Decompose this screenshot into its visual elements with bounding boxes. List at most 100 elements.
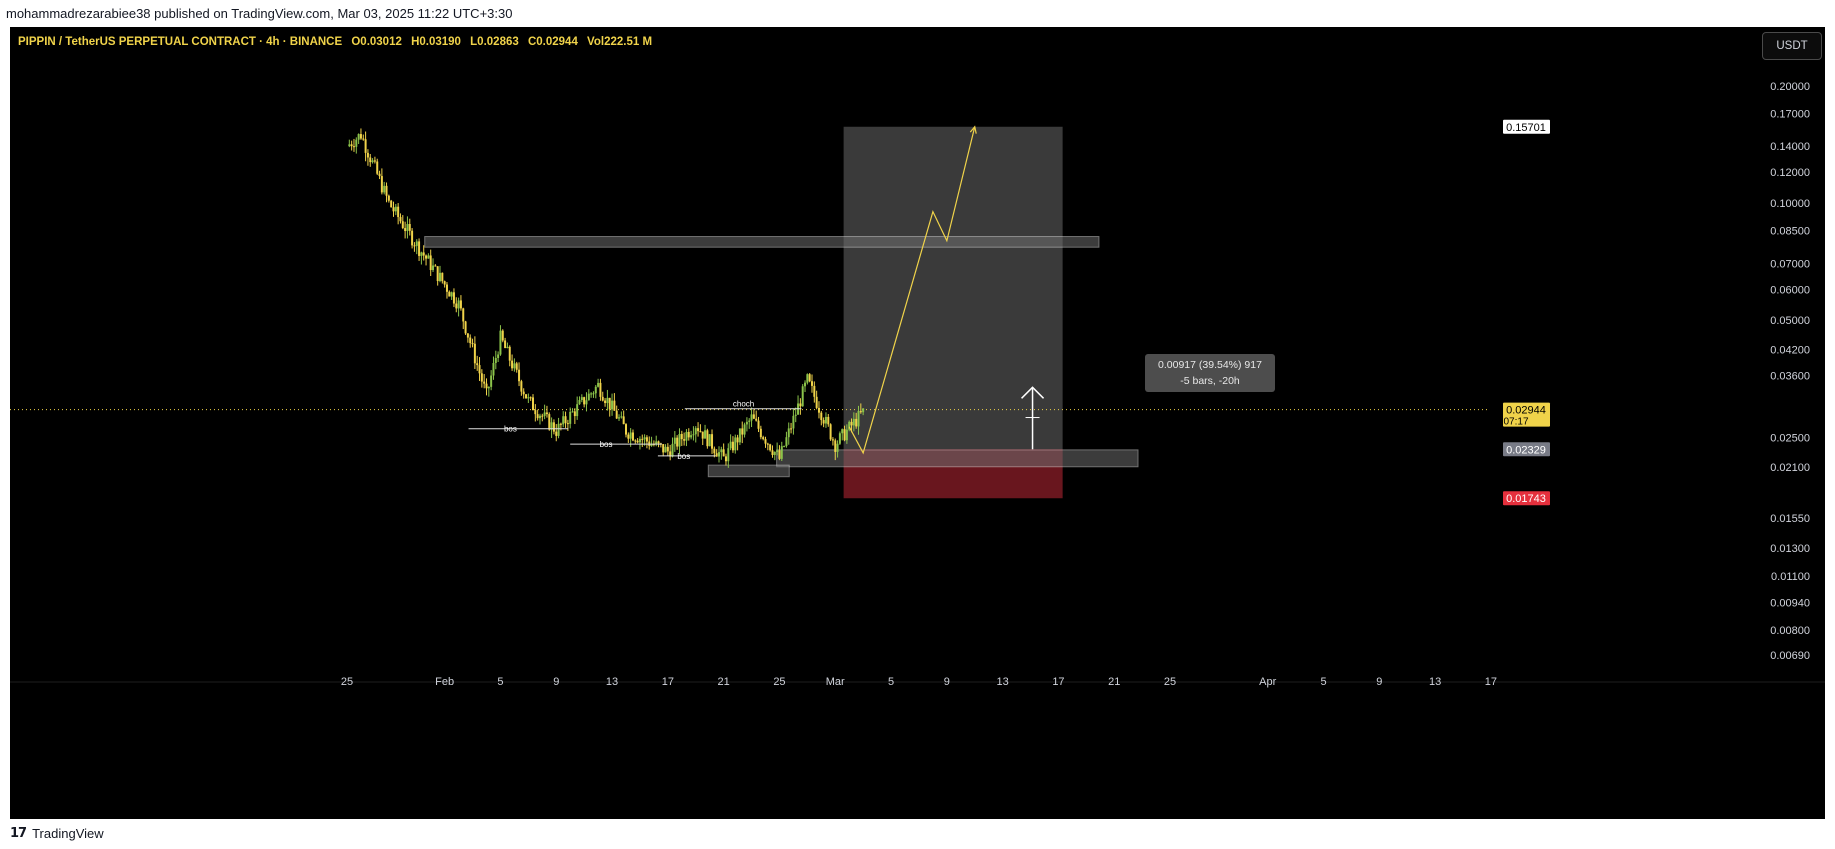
candle-body — [829, 424, 832, 440]
x-tick-label: 21 — [718, 676, 730, 688]
candle-body — [408, 224, 411, 231]
candle-body — [534, 410, 537, 415]
resistance-zone — [424, 236, 1100, 248]
candle-body — [366, 152, 369, 158]
candle-body — [680, 434, 683, 440]
entry-price-tag: 0.02329 — [1503, 442, 1550, 457]
currency-button[interactable]: USDT — [1762, 32, 1822, 60]
candle-body — [678, 434, 681, 447]
candle-body — [550, 422, 553, 430]
candle-body — [480, 373, 483, 382]
y-tick-label: 0.04200 — [1770, 345, 1810, 357]
candle-body — [743, 424, 746, 435]
candle-body — [566, 423, 569, 425]
candle-body — [457, 300, 460, 309]
candle-body — [452, 292, 455, 304]
candle-body — [513, 363, 516, 369]
candle-body — [766, 443, 769, 445]
candle-body — [413, 245, 416, 247]
candle-body — [722, 449, 725, 457]
candle-body — [559, 423, 562, 425]
candle-body — [769, 444, 772, 451]
candle-body — [418, 241, 421, 256]
candle-body — [778, 450, 781, 459]
candle-body — [369, 157, 372, 163]
candle-body — [857, 411, 860, 427]
candle-body — [692, 434, 695, 436]
candle-body — [357, 134, 360, 140]
candle-body — [504, 340, 507, 349]
candle-body — [657, 441, 660, 444]
candle-body — [650, 443, 653, 446]
candle-body — [448, 291, 451, 297]
candle-body — [385, 185, 388, 196]
candle-body — [518, 369, 521, 382]
candle-body — [520, 381, 523, 392]
candle-body — [673, 437, 676, 444]
candle-body — [862, 408, 865, 413]
candle-body — [376, 161, 379, 174]
candle-body — [478, 365, 481, 374]
candle-body — [615, 410, 618, 419]
candle-body — [676, 437, 679, 447]
candle-body — [464, 321, 467, 334]
candle-body — [352, 146, 355, 148]
x-tick-label: Apr — [1259, 676, 1276, 688]
target-price-tag: 0.15701 — [1503, 119, 1550, 134]
candle-body — [576, 404, 579, 417]
y-tick-label: 0.02100 — [1770, 462, 1810, 474]
candle-body — [752, 414, 755, 419]
candle-body — [436, 266, 439, 281]
x-tick-label: 5 — [1320, 676, 1326, 688]
y-tick-label: 0.20000 — [1770, 81, 1810, 93]
candle-body — [787, 428, 790, 438]
measure-change-label: 0.00917 (39.54%) 917 — [1158, 359, 1262, 371]
candle-body — [483, 381, 486, 384]
y-tick-label: 0.01550 — [1770, 513, 1810, 525]
candle-body — [562, 416, 565, 425]
candle-body — [771, 450, 774, 455]
candle-body — [662, 444, 665, 453]
candle-body — [636, 440, 639, 443]
candle-body — [838, 433, 841, 444]
chart-area[interactable]: bos bos bos choch 0.00917 (39.54%) 917 -5 bar… — [10, 27, 1825, 819]
candle-body — [776, 450, 779, 452]
candle-body — [536, 414, 539, 419]
y-tick-label: 0.10000 — [1770, 198, 1810, 210]
candle-body — [441, 272, 444, 282]
candle-body — [655, 441, 658, 445]
candle-body — [439, 272, 441, 281]
candle-body — [590, 393, 593, 395]
candle-body — [799, 403, 802, 407]
y-tick-label: 0.06000 — [1770, 284, 1810, 296]
candle-body — [813, 385, 816, 397]
stop-price-tag-bg — [1503, 491, 1550, 506]
candle-body — [831, 439, 834, 441]
candle-body — [422, 252, 425, 256]
candle-body — [445, 284, 448, 292]
candle-body — [541, 415, 544, 417]
candle-body — [836, 443, 839, 452]
tradingview-brand[interactable]: 17 TradingView — [10, 826, 104, 841]
candle-body — [827, 416, 830, 425]
candle-body — [501, 330, 504, 341]
candle-body — [476, 363, 479, 366]
candle-body — [859, 411, 862, 413]
candle-body — [666, 446, 669, 452]
candle-body — [494, 358, 497, 363]
symbol-label[interactable]: PIPPIN / TetherUS PERPETUAL CONTRACT · 4… — [18, 36, 343, 48]
candle-body — [634, 440, 637, 442]
price-chart[interactable]: bos bos bos choch 0.00917 (39.54%) 917 -5 bar… — [10, 27, 1825, 819]
x-tick-label: 25 — [341, 676, 353, 688]
candle-body — [701, 431, 704, 439]
candle-body — [699, 431, 702, 433]
entry-price-tag-bg — [1503, 442, 1550, 457]
candle-body — [473, 343, 476, 364]
candle-body — [406, 224, 409, 232]
candle-body — [855, 418, 858, 427]
publish-info: mohammadrezarabiee38 published on Tradin… — [6, 6, 513, 21]
x-tick-label: 17 — [662, 676, 674, 688]
close-price-tag-countdown: 07:17 — [1503, 417, 1528, 428]
candle-body — [731, 441, 734, 451]
candle-body — [790, 428, 793, 430]
